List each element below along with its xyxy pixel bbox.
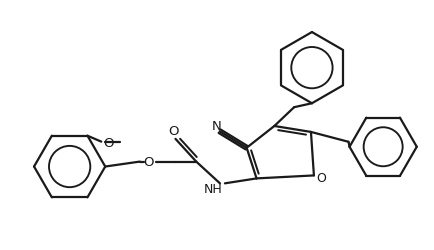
Text: NH: NH bbox=[204, 182, 222, 195]
Text: O: O bbox=[316, 171, 326, 184]
Text: O: O bbox=[168, 125, 179, 138]
Text: N: N bbox=[212, 119, 222, 132]
Text: O: O bbox=[144, 156, 154, 168]
Text: O: O bbox=[103, 136, 113, 149]
